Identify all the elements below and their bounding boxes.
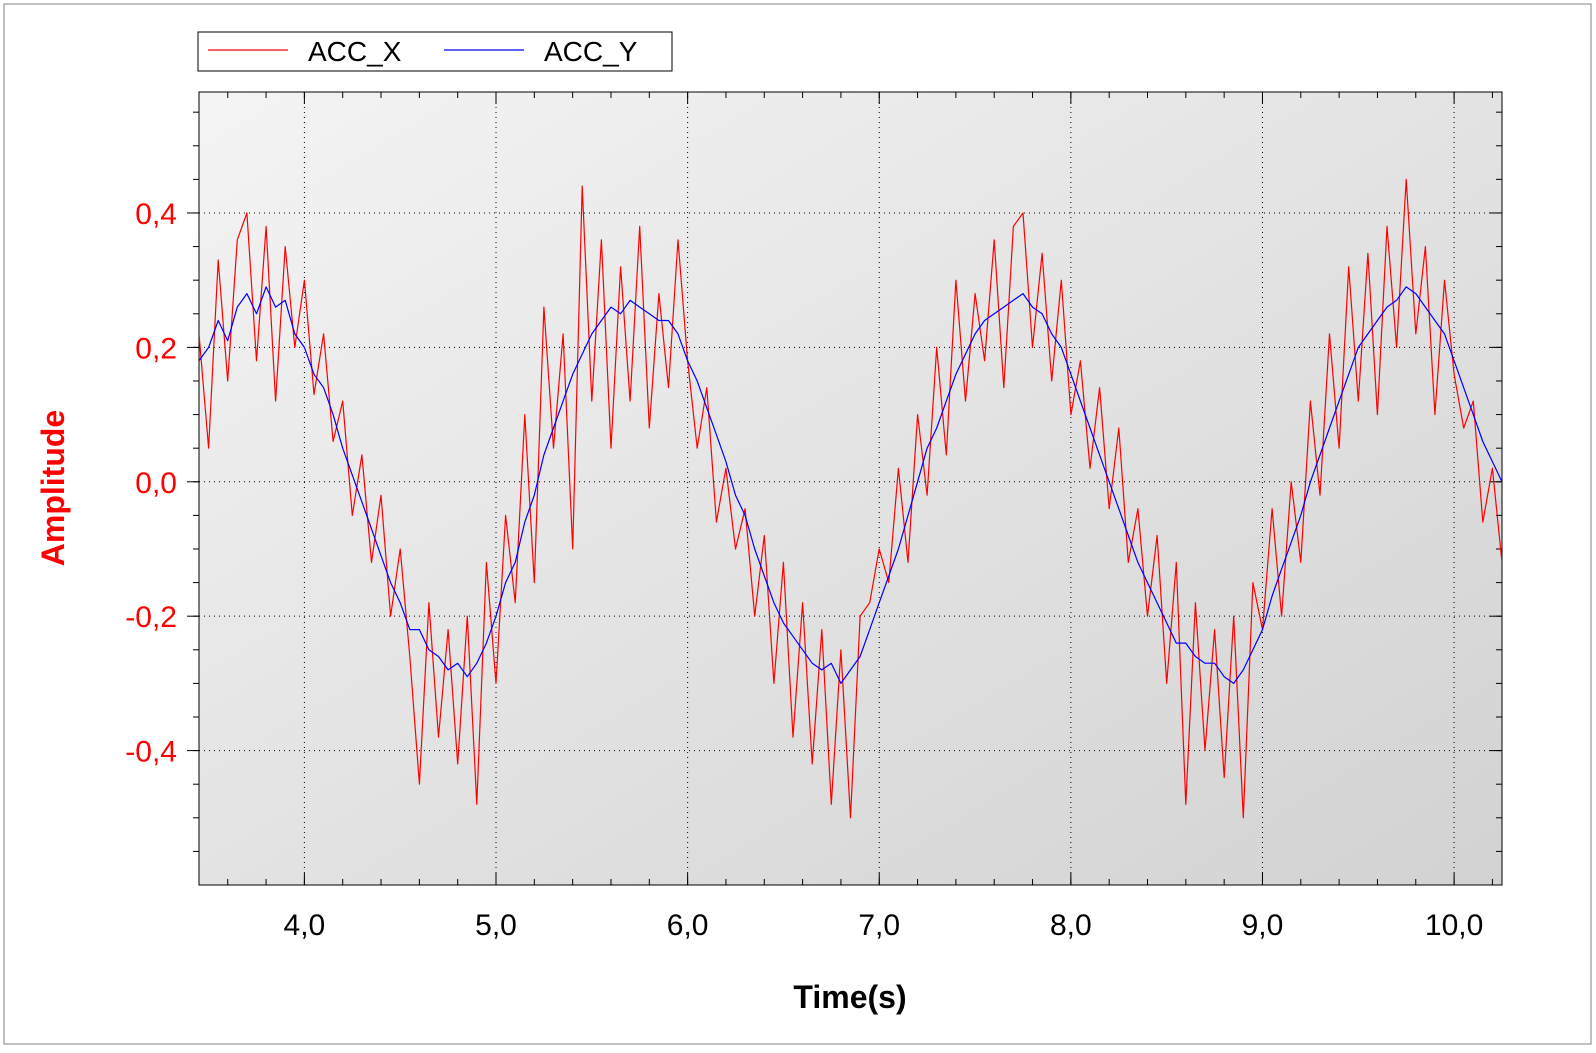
y-tick-label: -0,2 bbox=[125, 601, 177, 634]
x-tick-label: 6,0 bbox=[667, 909, 709, 942]
series-line-acc-y bbox=[199, 286, 1502, 685]
x-tick-label: 9,0 bbox=[1242, 909, 1284, 942]
x-tick-label: 10,0 bbox=[1425, 909, 1483, 942]
x-axis-title: Time(s) bbox=[793, 979, 906, 1015]
legend-label-acc-x: ACC_X bbox=[308, 36, 402, 67]
x-tick-label: 8,0 bbox=[1050, 909, 1092, 942]
tick-labels: 4,0 5,0 6,0 7,0 8,0 9,0 10,0 -0,4 -0,2 0,0 0,2 0,4 bbox=[125, 198, 1483, 942]
y-tick-label: -0,4 bbox=[125, 736, 177, 769]
legend-label-acc-y: ACC_Y bbox=[544, 36, 638, 67]
legend: ACC_X ACC_Y bbox=[197, 31, 673, 72]
y-axis-title: Amplitude bbox=[35, 410, 71, 566]
grid-lines bbox=[199, 92, 1502, 885]
y-tick-label: 0,4 bbox=[135, 198, 177, 231]
plot-area bbox=[198, 91, 1503, 886]
x-tick-label: 5,0 bbox=[475, 909, 517, 942]
series-line-acc-x bbox=[199, 178, 1502, 819]
x-tick-label: 4,0 bbox=[284, 909, 326, 942]
y-tick-label: 0,2 bbox=[135, 332, 177, 365]
y-tick-label: 0,0 bbox=[135, 467, 177, 500]
legend-box bbox=[197, 31, 673, 72]
series-layer bbox=[199, 178, 1502, 819]
x-tick-label: 7,0 bbox=[858, 909, 900, 942]
